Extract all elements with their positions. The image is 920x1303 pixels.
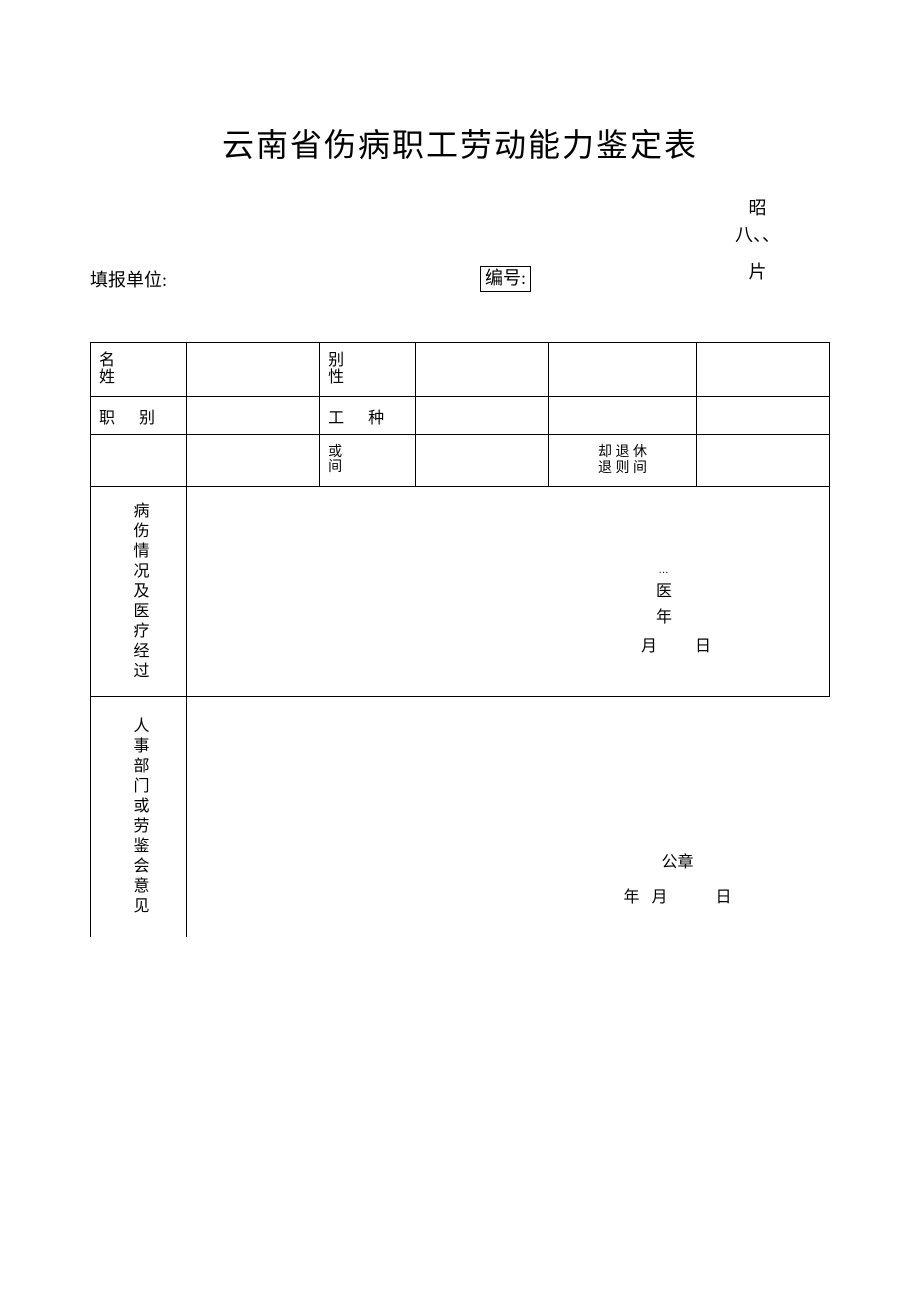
section2-body[interactable]: 公章 年 月 日 xyxy=(187,697,830,937)
cell-r2c6[interactable] xyxy=(696,397,829,435)
label-name: 名 姓 xyxy=(91,343,187,397)
sig-year: 年 xyxy=(597,605,731,631)
sig-day: 日 xyxy=(695,638,711,655)
cell-r1c6[interactable] xyxy=(696,343,829,397)
table-row-3: 或 间 却 退 休 退 则 间 xyxy=(91,435,830,487)
label-or-between: 或 间 xyxy=(320,435,416,487)
section1-body[interactable]: … 医 年 月 日 xyxy=(187,487,830,697)
value-name[interactable] xyxy=(187,343,320,397)
table-row-section2: 人事部门或劳鉴会意见 公章 年 月 日 xyxy=(91,697,830,937)
sec2-year: 年 xyxy=(623,889,639,906)
top-right-line1: 昭 xyxy=(735,195,780,222)
chapter-label: 公章 xyxy=(623,845,731,880)
cell-r2c5[interactable] xyxy=(549,397,697,435)
table-row-1: 名 姓 别 性 xyxy=(91,343,830,397)
value-position[interactable] xyxy=(187,397,320,435)
table-row-section1: 病伤情况及医疗经过 … 医 年 月 日 xyxy=(91,487,830,697)
form-table: 名 姓 别 性 职 别 工 种 xyxy=(90,342,830,937)
header-row: 填报单位: 编号: xyxy=(90,266,830,292)
section2-label-cell: 人事部门或劳鉴会意见 xyxy=(91,697,187,937)
value-gender[interactable] xyxy=(416,343,549,397)
section2-signature: 公章 年 月 日 xyxy=(623,845,731,915)
label-worktype: 工 种 xyxy=(320,397,416,435)
sig-doctor: 医 xyxy=(597,579,731,605)
cell-r3c1[interactable] xyxy=(91,435,187,487)
value-worktype[interactable] xyxy=(416,397,549,435)
cell-r1c5[interactable] xyxy=(549,343,697,397)
sig-month: 月 xyxy=(641,638,657,655)
sig-dots: … xyxy=(597,563,731,579)
top-right-line3: 片 xyxy=(735,259,780,286)
section1-label: 病伤情况及医疗经过 xyxy=(127,493,151,690)
label-retire: 却 退 休 退 则 间 xyxy=(549,435,697,487)
section1-signature: … 医 年 月 日 xyxy=(577,563,711,660)
cell-r3c2[interactable] xyxy=(187,435,320,487)
cell-r3c4[interactable] xyxy=(416,435,549,487)
top-right-box: 昭 八、、 片 xyxy=(735,195,780,286)
serial-number-label: 编号: xyxy=(480,266,531,292)
filling-unit-label: 填报单位: xyxy=(90,266,440,292)
table-row-2: 职 别 工 种 xyxy=(91,397,830,435)
cell-r3c6[interactable] xyxy=(696,435,829,487)
sec2-month: 月 xyxy=(651,889,667,906)
section1-label-cell: 病伤情况及医疗经过 xyxy=(91,487,187,697)
label-gender: 别 性 xyxy=(320,343,416,397)
page: 云南省伤病职工劳动能力鉴定表 昭 八、、 片 填报单位: 编号: 名 姓 xyxy=(0,0,920,997)
label-position: 职 别 xyxy=(91,397,187,435)
top-right-line2: 八、、 xyxy=(735,222,780,249)
page-title: 云南省伤病职工劳动能力鉴定表 xyxy=(90,120,830,166)
section2-label: 人事部门或劳鉴会意见 xyxy=(127,703,151,931)
sec2-day: 日 xyxy=(715,889,731,906)
